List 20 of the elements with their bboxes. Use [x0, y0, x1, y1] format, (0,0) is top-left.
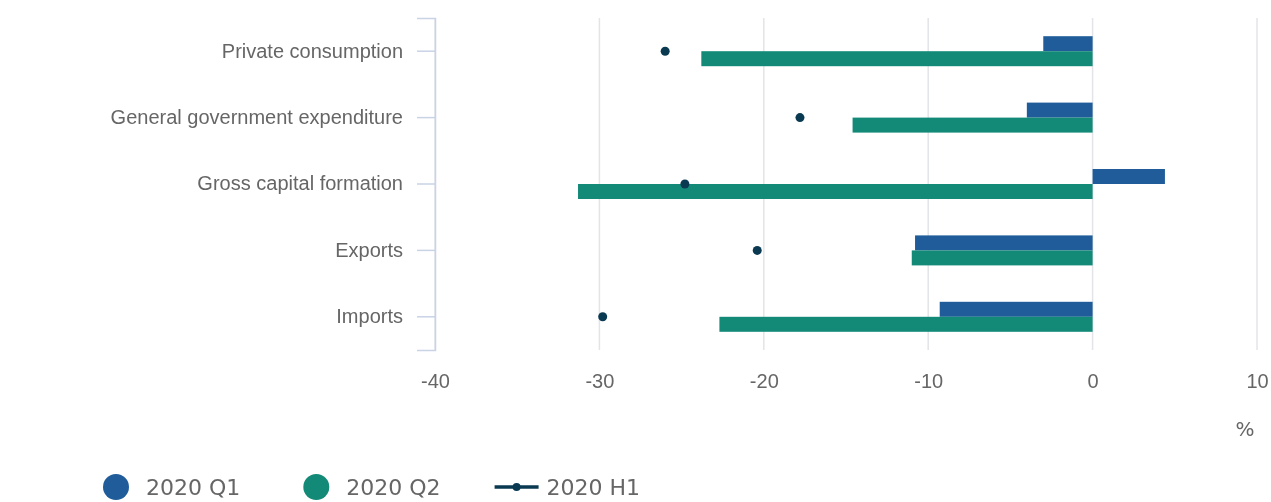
x-tick-label: -40: [421, 370, 450, 393]
y-tick-label: General government expenditure: [110, 106, 403, 128]
y-tick-label: Imports: [336, 305, 403, 328]
point: [752, 245, 762, 255]
x-tick-label: -20: [749, 370, 779, 393]
legend-label: 2020 Q1: [146, 475, 241, 500]
x-tick-label: -10: [914, 370, 944, 393]
x-tick-label: -30: [585, 370, 615, 393]
x-tick-label: 0: [1087, 370, 1099, 393]
point: [660, 46, 670, 56]
y-tick-label: Gross capital formation: [197, 172, 403, 195]
point: [680, 179, 690, 189]
point: [598, 312, 608, 322]
y-tick-label: Exports: [335, 238, 403, 261]
legend-label: 2020 H1: [546, 475, 641, 500]
y-tick-label: Private consumption: [221, 39, 403, 62]
legend-label: 2020 Q2: [346, 475, 441, 500]
point: [795, 113, 805, 123]
x-tick-label: 10: [1246, 370, 1269, 393]
x-axis-title: %: [1235, 417, 1255, 441]
